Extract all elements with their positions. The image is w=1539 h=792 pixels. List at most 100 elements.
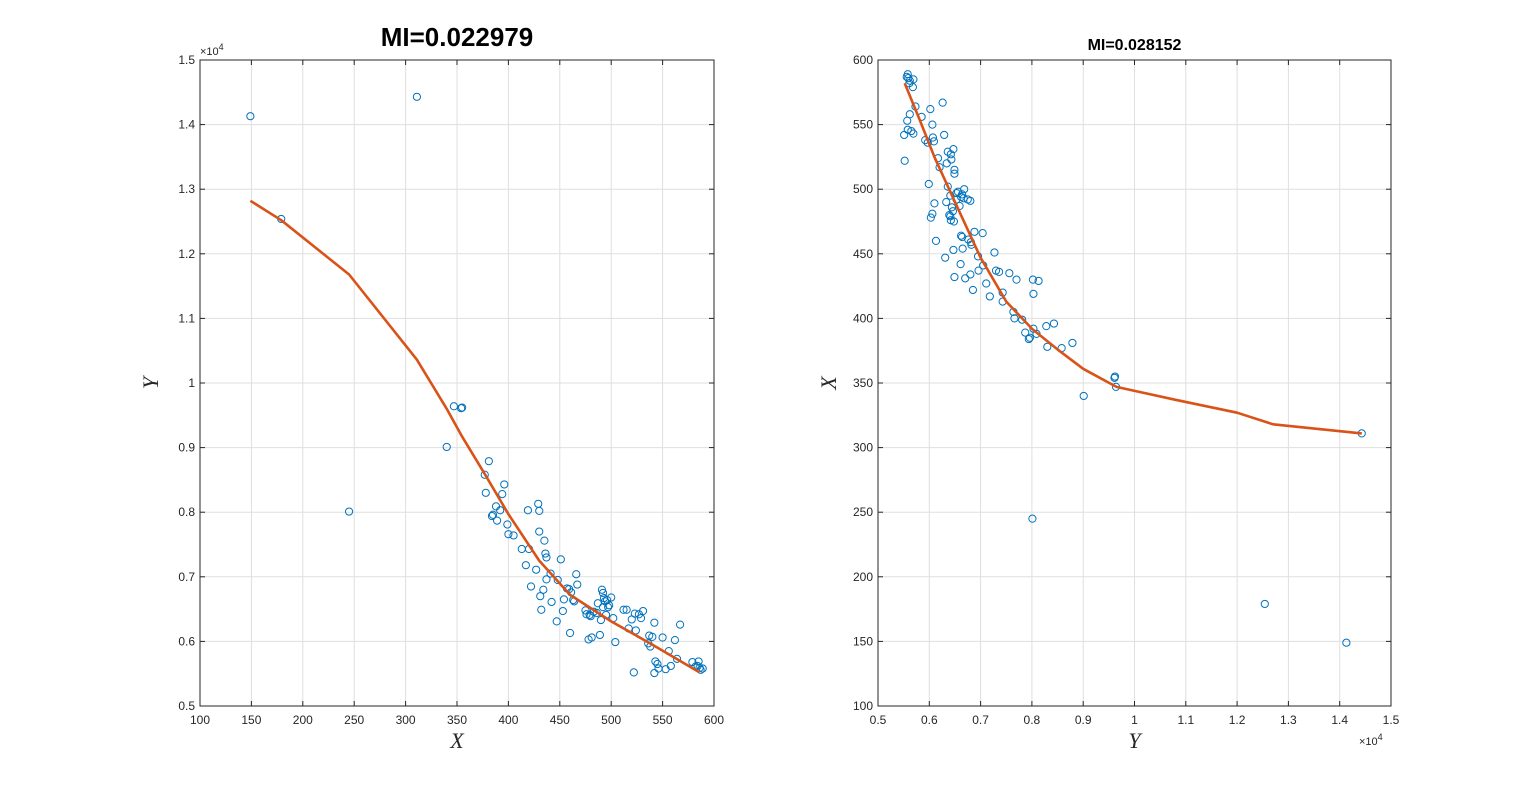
data-point [1018,315,1027,324]
data-point [1260,599,1269,609]
data-point [487,511,497,521]
data-point [537,605,546,614]
data-point [970,227,979,236]
data-point [950,165,959,174]
data-point [909,129,918,138]
x-tick-label: 250 [344,713,364,727]
data-point [960,185,969,194]
data-point [488,510,498,519]
chart-title: MI=0.028152 [1088,37,1182,54]
y-tick-label: 1.1 [178,311,195,325]
y-tick-label: 1.4 [178,118,195,132]
data-point [905,110,914,119]
y-tick-label: 1 [188,376,195,390]
data-point [1021,328,1030,337]
data-point [547,597,556,607]
data-point [958,190,967,199]
data-point [650,618,659,627]
x-tick-label: 1.5 [1383,713,1400,727]
scatter-series [246,92,707,678]
x-tick-label: 0.7 [972,713,989,727]
data-point [553,575,562,585]
data-point [587,633,596,642]
data-point [484,457,493,466]
data-point [658,633,667,642]
x-tick-label: 0.5 [870,713,887,727]
data-point [458,403,467,412]
data-point [596,615,606,625]
x-tick-label: 400 [498,713,518,727]
data-point [982,279,991,288]
data-point [956,260,965,269]
data-point [504,530,513,539]
data-point [947,203,956,212]
data-point [978,229,987,238]
chart-left: 100 150 200 250 300 350 400 450 500 550 600 0.5 0.6 0… [138,22,724,753]
data-point [957,231,966,240]
x-tick-label: 1 [1131,713,1138,727]
data-point [521,561,530,570]
data-point [1034,276,1043,286]
y-tick-label: 0.9 [178,441,195,455]
data-point [558,606,567,616]
y-tick-label: 0.5 [178,699,195,713]
data-point [503,520,512,529]
data-point [509,531,518,540]
data-point [991,266,1001,275]
data-point [903,125,912,134]
y-tick-label: 0.6 [178,634,195,648]
data-point [1029,289,1038,298]
data-point [651,657,660,666]
y-tick-label: 400 [853,311,873,325]
data-point [496,506,505,515]
x-exponent-label: ×104 [1359,732,1383,748]
x-tick-label: 500 [601,713,621,727]
data-point [650,668,659,678]
data-point [943,182,952,191]
data-point [675,620,685,629]
data-point [1010,314,1019,323]
fit-line [903,82,1362,435]
data-point [928,133,937,142]
x-tick-label: 550 [653,713,673,727]
y-tick-label: 250 [853,505,873,519]
y-tick-label: 600 [853,53,873,67]
data-point [630,609,639,618]
x-tick-label: 0.6 [921,713,938,727]
data-point [542,575,551,584]
data-point [607,593,616,602]
data-point [498,490,507,499]
data-point [968,285,978,295]
y-tick-label: 350 [853,376,873,390]
data-point [1005,269,1014,278]
x-tick-label: 1.4 [1331,713,1348,727]
data-point [1029,324,1038,333]
data-point [958,244,967,253]
y-axis-label: Y [138,374,163,389]
data-point [536,592,545,601]
data-point [1024,334,1033,344]
data-point [949,245,958,255]
data-point [1110,372,1120,381]
data-point [672,654,682,663]
data-point [929,137,939,146]
data-point [535,506,544,516]
data-point [974,266,983,275]
data-point [947,155,956,164]
data-point [928,209,937,218]
x-tick-label: 300 [396,713,416,727]
y-tick-label: 0.7 [178,570,195,584]
data-point [930,199,939,208]
data-point [924,179,933,189]
data-point [598,603,608,612]
data-point [950,169,959,178]
x-tick-label: 0.8 [1024,713,1041,727]
data-point [565,628,575,638]
data-point [480,470,489,479]
data-point [541,549,550,558]
data-point [1342,638,1351,647]
data-point [985,292,994,301]
y-tick-label: 500 [853,182,873,196]
y-tick-label: 1.2 [178,247,195,261]
